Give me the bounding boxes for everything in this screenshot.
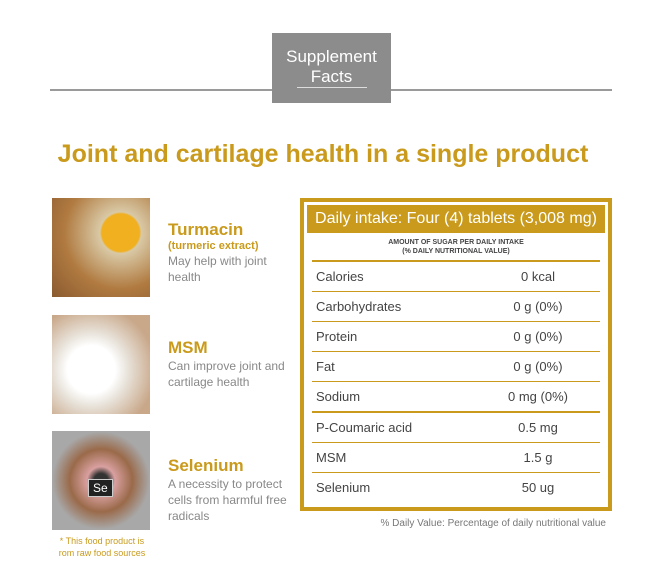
table-row: MSM 1.5 g [312,443,600,473]
footnote: % Daily Value: Percentage of daily nutri… [380,518,607,529]
source-note: * This food product is rom raw food sour… [58,536,146,558]
ingredient-selenium: Selenium A necessity to protect cells fr… [168,456,293,524]
table-header: Daily intake: Four (4) tablets (3,008 mg… [307,205,605,233]
ingredient-name: Turmacin [168,220,244,239]
table-row: Selenium 50 ug [312,473,600,502]
ingredient-desc: May help with joint health [168,254,267,284]
page-title: Joint and cartilage health in a single p… [57,140,589,168]
nutrient-name: Fat [316,359,335,374]
nutrient-name: Sodium [316,389,361,404]
ingredient-name: Selenium [168,456,244,475]
badge-line2: Facts [296,67,367,88]
nutrient-value: 0 kcal [521,269,555,284]
ingredient-turmacin: Turmacin (turmeric extract) May help wit… [168,220,298,285]
nutrient-value: 0.5 mg [518,420,558,435]
ingredient-sub: (turmeric extract) [168,240,259,252]
nutrition-table: Daily intake: Four (4) tablets (3,008 mg… [300,198,612,511]
table-row: P-Coumaric acid 0.5 mg [312,413,600,443]
turmeric-image [52,198,150,297]
nutrient-name: Selenium [316,480,371,495]
nutrient-value: 0 g (0%) [513,359,563,374]
badge-line1: Supplement [286,47,377,66]
supplement-facts-badge: Supplement Facts [272,33,391,103]
nutrient-value: 0 g (0%) [513,329,563,344]
table-row: Sodium 0 mg (0%) [312,382,600,413]
ingredient-name: MSM [168,338,208,357]
ingredient-desc: Can improve joint and cartilage health [168,359,285,389]
nutrient-name: Carbohydrates [316,299,402,314]
table-row: Carbohydrates 0 g (0%) [312,292,600,322]
nutrient-value: 1.5 g [523,450,553,465]
nutrient-name: Protein [316,329,358,344]
table-row: Protein 0 g (0%) [312,322,600,352]
msm-image [52,315,150,414]
table-row: Fat 0 g (0%) [312,352,600,382]
nutrient-value: 50 ug [521,480,555,495]
selenium-chalkboard-label: Se [88,479,113,497]
nutrient-value: 0 g (0%) [513,299,563,314]
nutrient-name: MSM [316,450,347,465]
table-row: Calories 0 kcal [312,262,600,292]
nutrient-value: 0 mg (0%) [508,389,568,404]
nutrient-name: P-Coumaric acid [316,420,413,435]
table-subheader: AMOUNT OF SUGAR PER DAILY INTAKE (% DAIL… [312,233,600,262]
ingredient-msm: MSM Can improve joint and cartilage heal… [168,338,298,390]
ingredient-desc: A necessity to protect cells from harmfu… [168,477,287,523]
nutrient-name: Calories [316,269,364,284]
